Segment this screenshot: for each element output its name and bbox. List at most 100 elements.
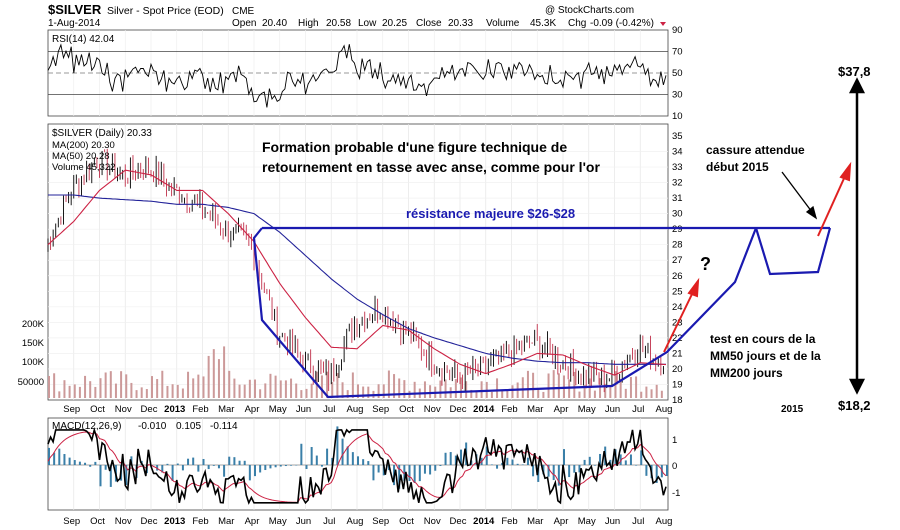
volume-bar	[475, 391, 478, 398]
macd-hist-bar	[192, 457, 195, 465]
macd-hist-bar	[320, 465, 323, 467]
target-range-arrow	[848, 77, 866, 395]
macd-hist-bar	[202, 458, 205, 465]
x-tick-label: Nov	[424, 404, 441, 415]
macd-hist-bar	[161, 465, 164, 473]
volume-bar	[109, 371, 112, 398]
header-date: 1-Aug-2014	[48, 18, 101, 29]
vol-tick: 100K	[22, 357, 45, 368]
macd-hist-bar	[521, 464, 524, 465]
cup-outline	[252, 227, 758, 399]
macd-hist-bar	[109, 465, 112, 487]
volume-bar	[423, 381, 426, 398]
volume-bar	[578, 391, 581, 398]
macd-hist-bar	[568, 465, 571, 478]
volume-bar	[496, 378, 499, 398]
volume-bar	[125, 374, 128, 398]
volume-bar	[382, 384, 385, 398]
x-tick-label: Jun	[605, 404, 620, 415]
rsi-line	[47, 43, 667, 108]
volume-bar	[223, 346, 226, 398]
x-tick-label: Dec	[450, 404, 467, 415]
red-arrows	[663, 161, 852, 353]
x-tick-label: 2013	[164, 404, 185, 415]
volume-bar	[604, 383, 607, 398]
volume-bar	[655, 384, 658, 398]
x-axis-price: Sep Oct Nov Dec 2013 Feb Mar Apr May Jun Jul Aug Sep…	[63, 404, 672, 415]
volume-bar	[48, 375, 50, 398]
macd-hist-bar	[583, 459, 586, 465]
volume-bar	[135, 390, 138, 398]
x-tick-label: Jul	[323, 404, 335, 415]
macd-hist-bar	[552, 465, 555, 481]
macd-hist-bar	[315, 455, 318, 465]
macd-hist-bar	[429, 465, 432, 475]
x-tick-label: May	[578, 404, 596, 415]
macd-hist-bar	[557, 465, 560, 486]
volume-bar	[501, 389, 504, 398]
x-tick-label: Oct	[399, 516, 414, 527]
macd-hist-bar	[377, 465, 380, 473]
price-tick: 24	[672, 302, 683, 313]
header-symbol: $SILVER	[48, 2, 102, 17]
macd-hist-bar	[413, 465, 416, 483]
macd-hist-bar	[346, 446, 349, 465]
volume-bar	[140, 387, 143, 398]
price-tick: 34	[672, 147, 683, 158]
x-tick-label: Feb	[192, 516, 208, 527]
macd-hist-bar	[423, 465, 426, 474]
price-tick: 22	[672, 333, 683, 344]
macd-hist-value: -0.114	[210, 421, 238, 432]
vol-tick: 200K	[22, 319, 45, 330]
volume-bar	[367, 386, 370, 398]
volume-bar	[217, 359, 220, 398]
macd-hist-bar	[516, 463, 519, 465]
price-tick: 20	[672, 364, 683, 375]
volume-bar	[490, 391, 493, 398]
macd-value: -0.010	[138, 421, 167, 432]
volume-bar	[130, 382, 133, 398]
macd-hist-bar	[573, 465, 576, 473]
macd-hist-bar	[310, 447, 313, 465]
macd-tick: -1	[672, 488, 680, 499]
macd-hist-bar	[78, 461, 81, 465]
volume-bar	[563, 375, 565, 398]
macd-hist-bar	[84, 462, 87, 465]
x-tick-label: 2014	[473, 516, 495, 527]
rsi-tick: 50	[672, 68, 683, 79]
volume-bar	[506, 390, 509, 398]
macd-signal-value: 0.105	[176, 421, 201, 432]
volume-legend: Volume 45,322	[52, 162, 115, 173]
x-tick-label: Jul	[632, 516, 644, 527]
macd-hist-bar	[259, 465, 262, 473]
macd-hist-bar	[104, 465, 107, 470]
annotation-test-line2: MM50 jours et de la	[710, 349, 821, 363]
macd-line	[47, 426, 667, 505]
x-label-2015: 2015	[781, 404, 804, 415]
volume-bar	[341, 382, 344, 398]
ma200-line	[48, 194, 666, 365]
x-tick-label: Apr	[245, 404, 260, 415]
x-tick-label: Aug	[656, 516, 673, 527]
macd-hist-bar	[351, 452, 354, 465]
rsi-series	[47, 43, 668, 108]
x-tick-label: Feb	[501, 404, 517, 415]
volume-bar	[259, 389, 262, 398]
volume-bar	[114, 383, 117, 398]
volume-bar	[326, 371, 329, 398]
volume-bar	[274, 375, 277, 398]
macd-hist-bar	[238, 460, 241, 465]
volume-bar	[238, 384, 241, 398]
price-tick: 30	[672, 209, 683, 220]
volume-bar	[94, 386, 97, 398]
volume-bar	[104, 372, 107, 398]
macd-hist-bar	[48, 447, 50, 465]
x-tick-label: Jun	[296, 404, 311, 415]
vol-tick: 50000	[18, 377, 44, 388]
volume-bar	[542, 391, 545, 398]
volume-bar	[320, 375, 323, 398]
volume-bar	[460, 377, 462, 398]
macd-hist-bar	[197, 465, 200, 472]
volume-bar	[645, 386, 648, 398]
x-tick-label: Mar	[218, 516, 234, 527]
